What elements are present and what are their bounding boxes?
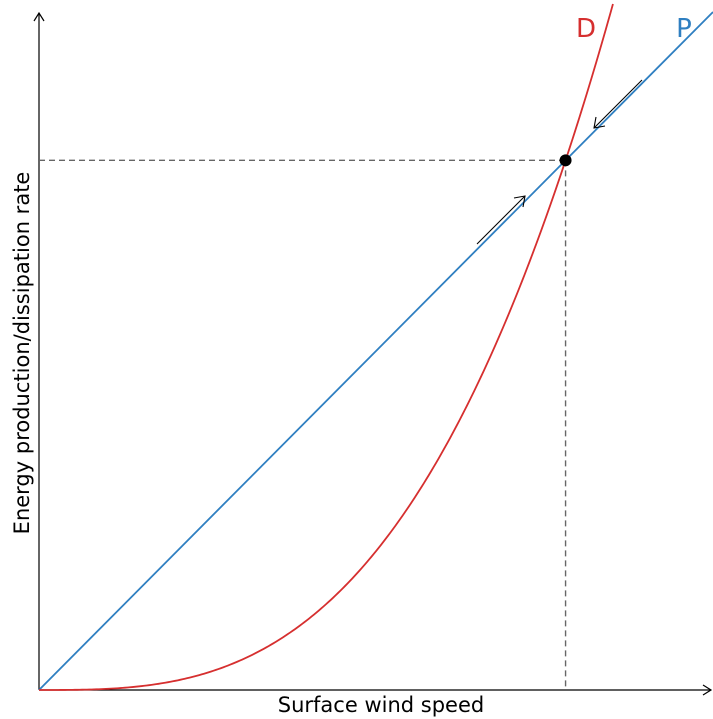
production-series-label: P <box>676 14 692 44</box>
production-line <box>38 11 713 691</box>
flow-arrow-upper-shaft <box>593 79 643 129</box>
dissipation-series-label: D <box>576 14 596 44</box>
flow-arrow-lower-head <box>513 195 526 208</box>
flow-arrow-upper-head <box>593 116 606 129</box>
x-axis-title: Surface wind speed <box>278 693 484 717</box>
flow-arrow-lower <box>476 195 526 245</box>
equilibrium-point <box>559 154 572 167</box>
y-axis-arrowhead <box>33 11 45 22</box>
flow-arrow-lower-shaft <box>476 195 526 245</box>
y-axis-title: Energy production/dissipation rate <box>10 172 34 535</box>
x-axis-arrowhead <box>702 684 713 696</box>
dissipation-curve <box>39 3 614 691</box>
flow-arrow-upper <box>593 79 643 129</box>
